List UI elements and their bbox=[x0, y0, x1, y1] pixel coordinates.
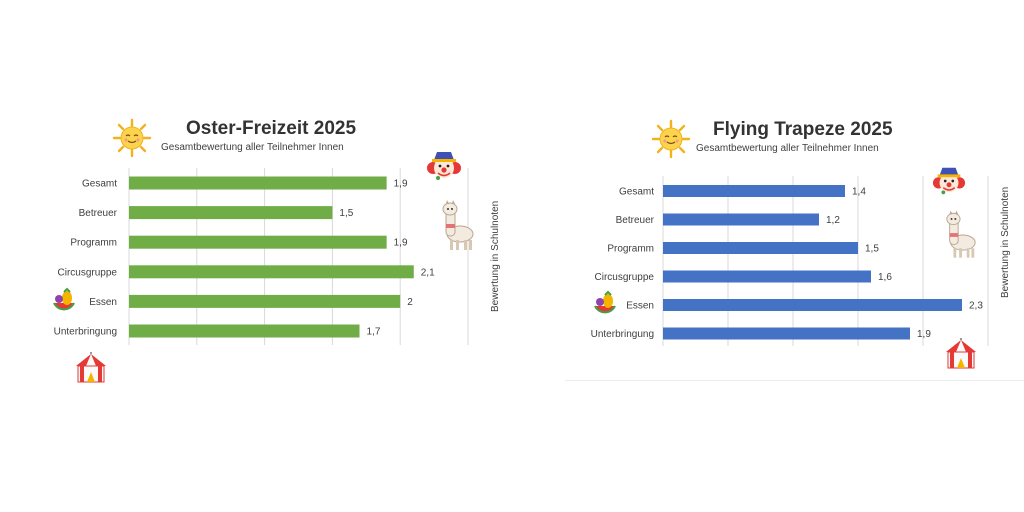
chart-oster-freizeit: Gesamt 1,9 Betreuer 1,5 Programm 1,9 Circusgru… bbox=[0, 0, 520, 400]
llama-icon bbox=[442, 200, 474, 250]
data-label: 2,1 bbox=[421, 267, 435, 278]
category-label: Gesamt bbox=[619, 187, 654, 198]
bar bbox=[663, 242, 858, 254]
axis-title: Bewertung in Schulnoten bbox=[490, 200, 501, 312]
category-label: Programm bbox=[607, 244, 654, 255]
category-label: Circusgruppe bbox=[595, 272, 655, 283]
category-label: Gesamt bbox=[82, 179, 117, 190]
category-label: Unterbringung bbox=[591, 329, 654, 340]
data-label: 1,5 bbox=[339, 208, 353, 219]
axis-title: Bewertung in Schulnoten bbox=[1000, 186, 1011, 298]
divider-line bbox=[565, 380, 1024, 381]
sun-icon bbox=[112, 118, 152, 158]
data-label: 1,9 bbox=[917, 329, 931, 340]
data-label: 1,2 bbox=[826, 215, 840, 226]
chart-plot-oster-freizeit: Gesamt 1,9 Betreuer 1,5 Programm 1,9 Circusgru… bbox=[54, 168, 469, 345]
category-label: Programm bbox=[70, 238, 117, 249]
bar bbox=[663, 299, 962, 311]
chart-plot-flying-trapeze: Gesamt 1,4 Betreuer 1,2 Programm 1,5 Circusgru… bbox=[591, 176, 989, 346]
bar bbox=[663, 185, 845, 197]
data-label: 1,6 bbox=[878, 272, 892, 283]
circus-tent-icon bbox=[76, 352, 106, 383]
category-label: Unterbringung bbox=[54, 327, 117, 338]
chart-title: Flying Trapeze 2025 bbox=[713, 119, 893, 140]
bar bbox=[663, 327, 910, 340]
clown-icon bbox=[932, 167, 966, 195]
data-label: 1,9 bbox=[394, 238, 408, 249]
fruit-icon bbox=[594, 290, 616, 314]
bar bbox=[663, 213, 819, 226]
data-label: 1,9 bbox=[394, 179, 408, 190]
bar bbox=[129, 176, 387, 190]
category-label: Essen bbox=[89, 297, 117, 308]
bar bbox=[129, 324, 360, 338]
bar bbox=[129, 235, 387, 249]
fruit-icon bbox=[53, 287, 75, 311]
chart-flying-trapeze: Gesamt 1,4 Betreuer 1,2 Programm 1,5 Circusgru… bbox=[540, 0, 1024, 400]
data-label: 1,4 bbox=[852, 187, 866, 198]
chart-title: Oster-Freizeit 2025 bbox=[186, 118, 357, 139]
data-label: 1,5 bbox=[865, 244, 879, 255]
sun-icon bbox=[651, 119, 691, 159]
category-label: Betreuer bbox=[79, 208, 118, 219]
category-label: Essen bbox=[626, 301, 654, 312]
chart-subtitle: Gesamtbewertung aller Teilnehmer Innen bbox=[696, 143, 879, 154]
bar bbox=[663, 270, 871, 283]
bar bbox=[129, 294, 401, 308]
category-label: Betreuer bbox=[616, 215, 655, 226]
bar bbox=[129, 206, 333, 220]
data-label: 2 bbox=[407, 297, 413, 308]
clown-icon bbox=[427, 152, 461, 180]
data-label: 1,7 bbox=[367, 327, 381, 338]
llama-icon bbox=[946, 210, 976, 258]
circus-tent-icon bbox=[946, 338, 976, 369]
category-label: Circusgruppe bbox=[58, 267, 118, 278]
bar bbox=[129, 265, 414, 279]
data-label: 2,3 bbox=[969, 301, 983, 312]
chart-subtitle: Gesamtbewertung aller Teilnehmer Innen bbox=[161, 142, 344, 153]
